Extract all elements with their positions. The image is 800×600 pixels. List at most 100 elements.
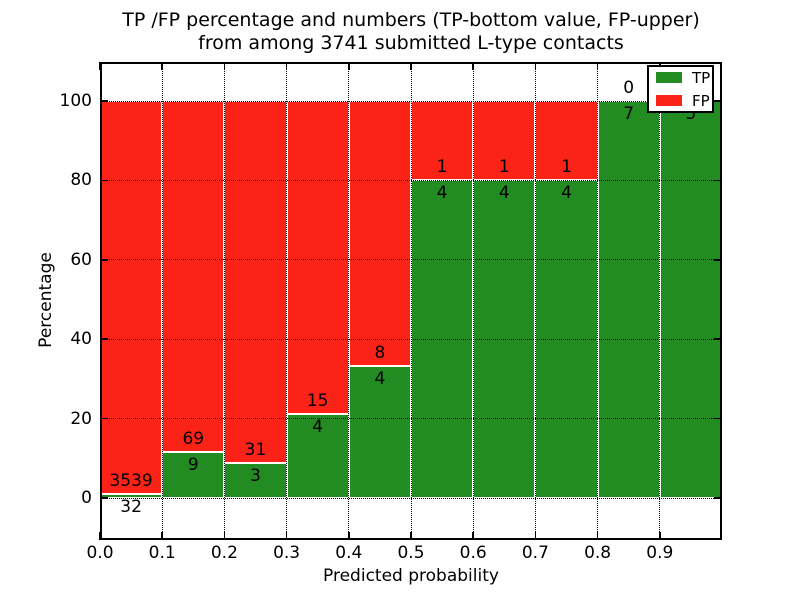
- fp-count-label: 1: [498, 157, 510, 178]
- chart-title-line2: from among 3741 submitted L-type contact…: [198, 32, 624, 54]
- legend-item: FP: [656, 92, 710, 110]
- tp-count-label: 4: [561, 183, 572, 204]
- x-tick-mark-bottom: [410, 532, 412, 540]
- vertical-gridline: [597, 62, 599, 540]
- x-tick-mark-top: [596, 62, 599, 70]
- bar-fp-segment: [286, 101, 349, 415]
- tp-count-label: 4: [498, 183, 510, 204]
- chart-title-line1: TP /FP percentage and numbers (TP-bottom…: [122, 9, 700, 31]
- y-tick-mark-right: [714, 259, 722, 261]
- tp-count-label: 5: [685, 104, 697, 124]
- fp-count-label: 8: [374, 342, 386, 363]
- y-tick-mark-left: [100, 179, 108, 182]
- x-tick-label: 0.2: [210, 543, 238, 563]
- tp-count-label: 32: [120, 497, 142, 518]
- bar-fp-segment: [162, 101, 225, 453]
- legend-item: TP: [656, 69, 710, 87]
- x-tick-mark-top: [223, 62, 226, 70]
- x-tick-label: 0.8: [584, 543, 612, 563]
- y-tick-mark-left: [100, 259, 108, 261]
- bar-fp-segment: [535, 101, 598, 181]
- x-tick-mark-bottom: [596, 532, 599, 540]
- tp-count-label: 9: [187, 455, 199, 476]
- y-tick-mark-right: [714, 417, 722, 420]
- x-tick-mark-bottom: [99, 532, 101, 540]
- y-tick-mark-right: [714, 497, 722, 499]
- vertical-gridline: [161, 62, 163, 540]
- x-tick-label: 0.7: [521, 543, 549, 563]
- x-tick-mark-top: [285, 62, 288, 70]
- x-tick-mark-top: [348, 62, 350, 70]
- y-tick-mark-right: [714, 100, 722, 102]
- plot-area: 353932699313154841414140705TPFP: [99, 62, 722, 540]
- x-tick-label: 0.4: [335, 543, 363, 563]
- y-tick-mark-left: [100, 100, 108, 102]
- bar-tp-segment: [659, 101, 722, 498]
- x-axis-label: Predicted probability: [323, 566, 499, 586]
- tp-count-label: 4: [374, 368, 386, 389]
- legend-label-tp: TP: [692, 68, 711, 87]
- horizontal-gridline: [100, 497, 722, 499]
- y-tick-label: 60: [70, 249, 92, 270]
- x-tick-mark-bottom: [223, 532, 226, 540]
- vertical-gridline: [659, 62, 661, 540]
- vertical-gridline: [223, 62, 225, 540]
- fp-count-label: 1: [561, 157, 572, 178]
- x-tick-mark-bottom: [285, 532, 288, 540]
- bar-tp-segment: [224, 462, 287, 498]
- legend: TP FP: [647, 65, 714, 113]
- x-tick-mark-bottom: [534, 532, 537, 540]
- vertical-gridline: [472, 62, 474, 540]
- y-tick-mark-right: [714, 338, 722, 340]
- x-tick-mark-top: [99, 62, 101, 70]
- y-tick-mark-left: [100, 338, 108, 340]
- bar-fp-segment: [224, 101, 287, 463]
- x-tick-mark-top: [472, 62, 474, 70]
- bar-fp-segment: [411, 101, 474, 181]
- y-tick-mark-left: [100, 497, 108, 499]
- horizontal-gridline: [100, 418, 722, 420]
- horizontal-gridline: [100, 338, 722, 340]
- x-tick-mark-top: [410, 62, 412, 70]
- x-tick-label: 0.9: [646, 543, 674, 563]
- tp-count-label: 4: [436, 183, 448, 204]
- bar-fp-segment: [348, 101, 411, 366]
- x-tick-label: 0.0: [86, 543, 114, 563]
- bar-tp-segment: [348, 365, 411, 498]
- bar-fp-segment: [473, 101, 536, 181]
- horizontal-gridline: [100, 259, 722, 261]
- y-tick-label: 0: [81, 488, 92, 508]
- fp-count-label: 31: [244, 439, 267, 460]
- fp-count-label: 1: [436, 157, 448, 178]
- x-tick-mark-bottom: [659, 532, 661, 540]
- x-tick-label: 0.5: [397, 543, 425, 563]
- y-tick-mark-right: [714, 179, 722, 182]
- legend-swatch-fp: [656, 95, 682, 106]
- bar-tp-segment: [597, 101, 660, 498]
- vertical-gridline: [410, 62, 412, 540]
- fp-count-label: 3539: [109, 471, 153, 492]
- x-tick-mark-top: [534, 62, 537, 70]
- x-tick-mark-top: [161, 62, 163, 70]
- y-tick-label: 40: [70, 329, 92, 350]
- tp-count-label: 3: [250, 465, 261, 486]
- x-tick-mark-bottom: [161, 532, 163, 540]
- legend-label-fp: FP: [692, 91, 710, 110]
- fp-count-label: 0: [623, 78, 635, 98]
- y-tick-label: 20: [70, 408, 92, 429]
- vertical-gridline: [534, 62, 536, 540]
- bar-tp-segment: [162, 452, 225, 498]
- horizontal-gridline: [100, 100, 722, 102]
- fp-count-label: 15: [306, 391, 329, 412]
- tp-count-label: 4: [312, 417, 324, 438]
- bar-tp-segment: [286, 414, 349, 498]
- chart-title: TP /FP percentage and numbers (TP-bottom…: [100, 9, 722, 55]
- fp-count-label: 69: [182, 429, 205, 450]
- tp-count-label: 7: [623, 104, 635, 124]
- y-tick-mark-left: [100, 417, 108, 420]
- x-tick-mark-bottom: [472, 532, 474, 540]
- vertical-gridline: [286, 62, 288, 540]
- x-tick-label: 0.3: [273, 543, 301, 563]
- x-tick-mark-bottom: [348, 532, 350, 540]
